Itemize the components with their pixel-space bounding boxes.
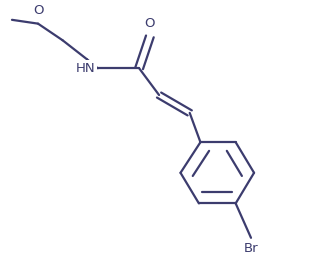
- Text: O: O: [33, 4, 43, 17]
- Text: Br: Br: [244, 241, 258, 254]
- Text: HN: HN: [76, 62, 95, 75]
- Text: O: O: [145, 17, 155, 30]
